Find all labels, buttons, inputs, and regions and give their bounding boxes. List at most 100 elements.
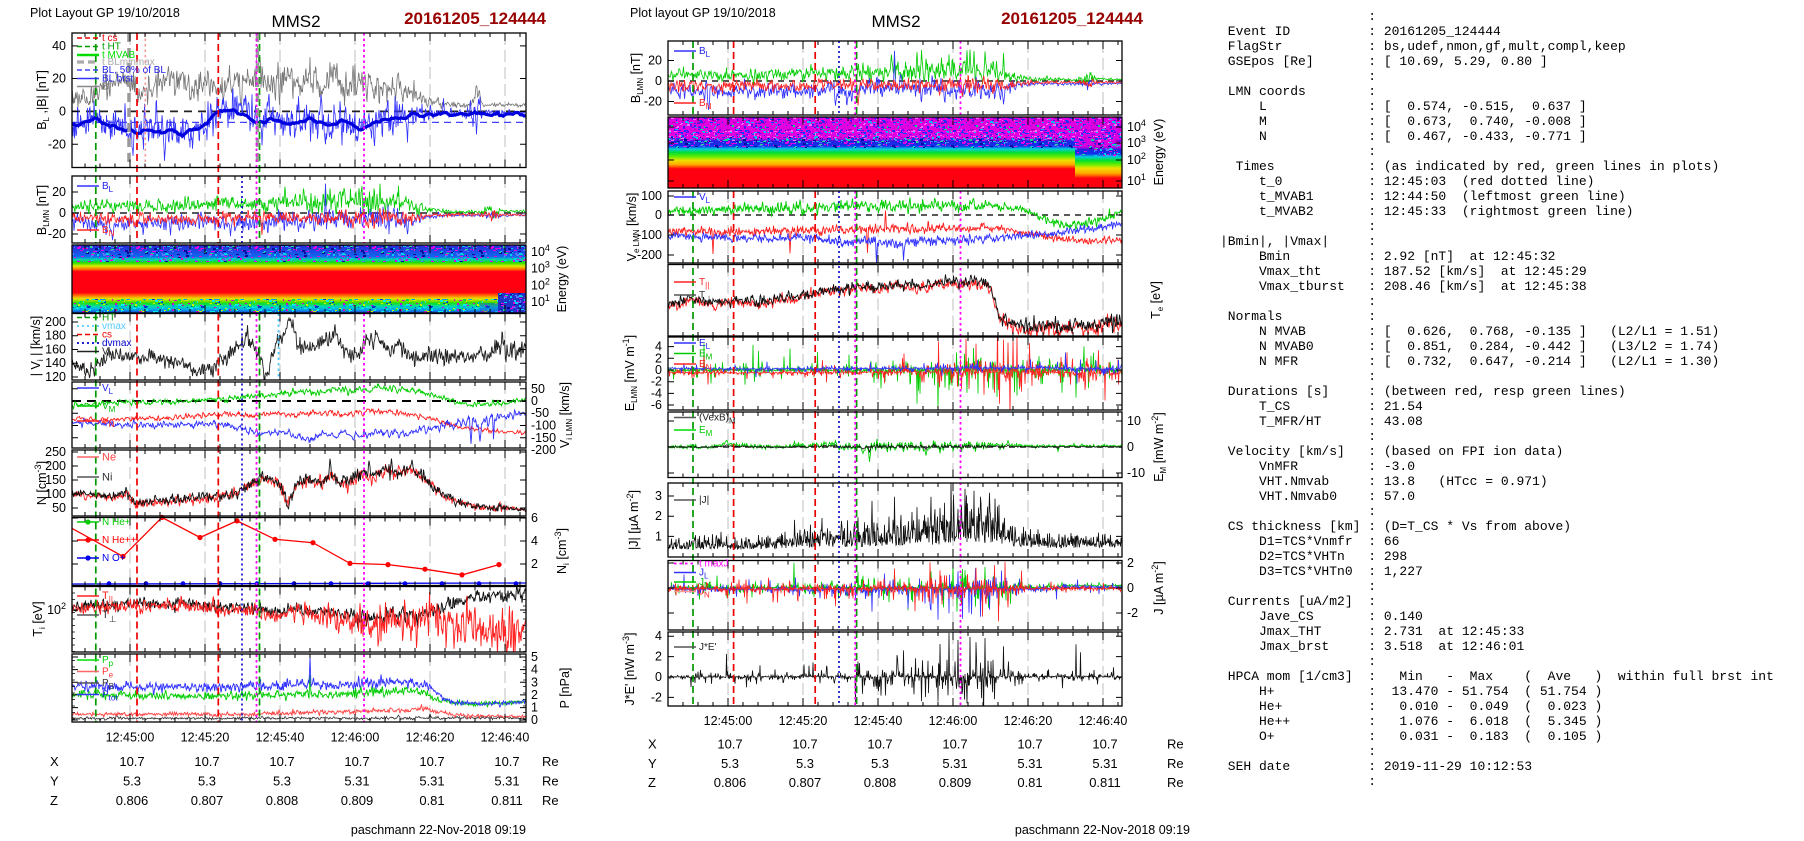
svg-text:12:46:40: 12:46:40 xyxy=(1079,714,1128,728)
svg-text:200: 200 xyxy=(45,315,66,329)
svg-text:10.7: 10.7 xyxy=(1092,737,1117,752)
svg-text:0: 0 xyxy=(1127,581,1134,595)
svg-text:X: X xyxy=(648,737,657,752)
svg-text:2: 2 xyxy=(531,688,538,702)
svg-text:10.7: 10.7 xyxy=(942,737,967,752)
svg-text:101: 101 xyxy=(1127,172,1146,188)
svg-text:Ve LMN [km/s]: Ve LMN [km/s] xyxy=(625,193,641,262)
svg-text:10.7: 10.7 xyxy=(494,754,519,769)
svg-text:-200: -200 xyxy=(637,248,662,262)
svg-text:5.31: 5.31 xyxy=(1017,756,1042,771)
svg-text:dvmax: dvmax xyxy=(102,338,131,349)
svg-text:-200: -200 xyxy=(531,443,556,457)
svg-text:2: 2 xyxy=(655,509,662,523)
svg-text:EM: EM xyxy=(699,349,713,362)
svg-text:B: B xyxy=(102,82,109,93)
svg-text:103: 103 xyxy=(1127,134,1146,150)
svg-text:0: 0 xyxy=(531,713,538,727)
svg-text:150: 150 xyxy=(45,473,66,487)
svg-text:5.3: 5.3 xyxy=(198,774,216,789)
svg-text:0: 0 xyxy=(1127,440,1134,454)
svg-text:-20: -20 xyxy=(48,227,66,241)
svg-text:| Vi | [km/s]: | Vi | [km/s] xyxy=(29,316,45,376)
svg-text:0.806: 0.806 xyxy=(116,793,149,808)
svg-text:103: 103 xyxy=(531,260,550,276)
svg-text:-2: -2 xyxy=(1127,606,1138,620)
svg-text:Y: Y xyxy=(50,774,59,789)
svg-text:0.811: 0.811 xyxy=(491,793,523,808)
svg-text:0.808: 0.808 xyxy=(266,793,299,808)
svg-text:4: 4 xyxy=(655,340,662,354)
svg-text:-50: -50 xyxy=(531,406,549,420)
svg-text:0.811: 0.811 xyxy=(1089,775,1121,790)
svg-text:Re: Re xyxy=(1167,756,1184,771)
svg-text:Plot Layout GP 19/10/2018: Plot Layout GP 19/10/2018 xyxy=(30,6,180,20)
svg-text:2: 2 xyxy=(655,650,662,664)
svg-text:|J| [µA m-2]: |J| [µA m-2] xyxy=(625,490,641,550)
svg-text:T⊥: T⊥ xyxy=(699,290,713,304)
svg-text:EN: EN xyxy=(699,359,712,372)
svg-text:BL, 50% of BL: BL, 50% of BL xyxy=(102,65,166,76)
svg-text:|J|: |J| xyxy=(699,495,709,506)
svg-text:cs: cs xyxy=(102,330,112,341)
svg-text:12:45:00: 12:45:00 xyxy=(106,731,155,745)
svg-text:Vi: Vi xyxy=(102,347,111,360)
svg-text:6: 6 xyxy=(531,511,538,525)
svg-text:10.7: 10.7 xyxy=(194,754,219,769)
svg-text:Energy (eV): Energy (eV) xyxy=(555,246,569,313)
svg-text:12:45:20: 12:45:20 xyxy=(181,731,230,745)
svg-text:20: 20 xyxy=(52,72,66,86)
svg-text:-150: -150 xyxy=(531,431,556,445)
svg-text:12:45:20: 12:45:20 xyxy=(779,714,828,728)
svg-text:0.806: 0.806 xyxy=(714,775,747,790)
svg-text:-10: -10 xyxy=(1127,466,1145,480)
svg-text:12:45:40: 12:45:40 xyxy=(854,714,903,728)
svg-text:BL ,|B| [nT]: BL ,|B| [nT] xyxy=(35,70,51,130)
svg-text:-20: -20 xyxy=(48,137,66,151)
svg-text:4: 4 xyxy=(531,534,538,548)
svg-text:Re: Re xyxy=(542,774,559,789)
svg-text:3: 3 xyxy=(531,675,538,689)
svg-text:0: 0 xyxy=(655,208,662,222)
svg-text:-2: -2 xyxy=(651,690,662,704)
svg-text:120: 120 xyxy=(45,370,66,384)
svg-text:JL: JL xyxy=(699,568,709,581)
svg-text:100: 100 xyxy=(641,189,662,203)
svg-text:180: 180 xyxy=(45,329,66,343)
svg-text:Re: Re xyxy=(542,754,559,769)
svg-text:MMS2: MMS2 xyxy=(871,12,920,31)
svg-text:0.809: 0.809 xyxy=(341,793,374,808)
svg-text:5.3: 5.3 xyxy=(273,774,291,789)
svg-text:20161205_124444: 20161205_124444 xyxy=(1001,9,1143,28)
svg-text:10.7: 10.7 xyxy=(1017,737,1042,752)
svg-text:0.809: 0.809 xyxy=(939,775,972,790)
svg-text:20: 20 xyxy=(648,54,662,68)
svg-text:BLMN [nT]: BLMN [nT] xyxy=(629,53,645,103)
svg-text:10.7: 10.7 xyxy=(344,754,369,769)
svg-text:EL: EL xyxy=(699,338,711,351)
svg-text:Energy (eV): Energy (eV) xyxy=(1152,119,1166,186)
svg-text:10.7: 10.7 xyxy=(419,754,444,769)
svg-text:0.807: 0.807 xyxy=(789,775,822,790)
svg-text:BL: BL xyxy=(699,46,711,59)
svg-text:Pe: Pe xyxy=(102,667,114,680)
svg-text:paschmann 22-Nov-2018 09:19: paschmann 22-Nov-2018 09:19 xyxy=(1015,823,1190,837)
svg-text:4: 4 xyxy=(655,629,662,643)
svg-text:N He+: N He+ xyxy=(102,517,131,528)
svg-text:12:46:00: 12:46:00 xyxy=(929,714,978,728)
svg-text:0.81: 0.81 xyxy=(419,793,444,808)
svg-text:J*E' [nW m-3]: J*E' [nW m-3] xyxy=(621,633,637,706)
svg-text:12:46:20: 12:46:20 xyxy=(406,731,455,745)
svg-text:BL brst: BL brst xyxy=(102,74,134,85)
svg-text:12:46:00: 12:46:00 xyxy=(331,731,380,745)
svg-text:20161205_124444: 20161205_124444 xyxy=(404,9,546,28)
svg-text:250: 250 xyxy=(45,445,66,459)
svg-text:4: 4 xyxy=(531,663,538,677)
svg-text:PB: PB xyxy=(102,678,114,691)
svg-text:MMS2: MMS2 xyxy=(271,12,320,31)
svg-text:t BLminmax: t BLminmax xyxy=(102,57,155,68)
svg-text:HT: HT xyxy=(102,313,115,324)
svg-text:EM [mW m-2]: EM [mW m-2] xyxy=(1150,412,1168,482)
svg-text:10.7: 10.7 xyxy=(867,737,892,752)
svg-text:J*E': J*E' xyxy=(699,642,717,653)
